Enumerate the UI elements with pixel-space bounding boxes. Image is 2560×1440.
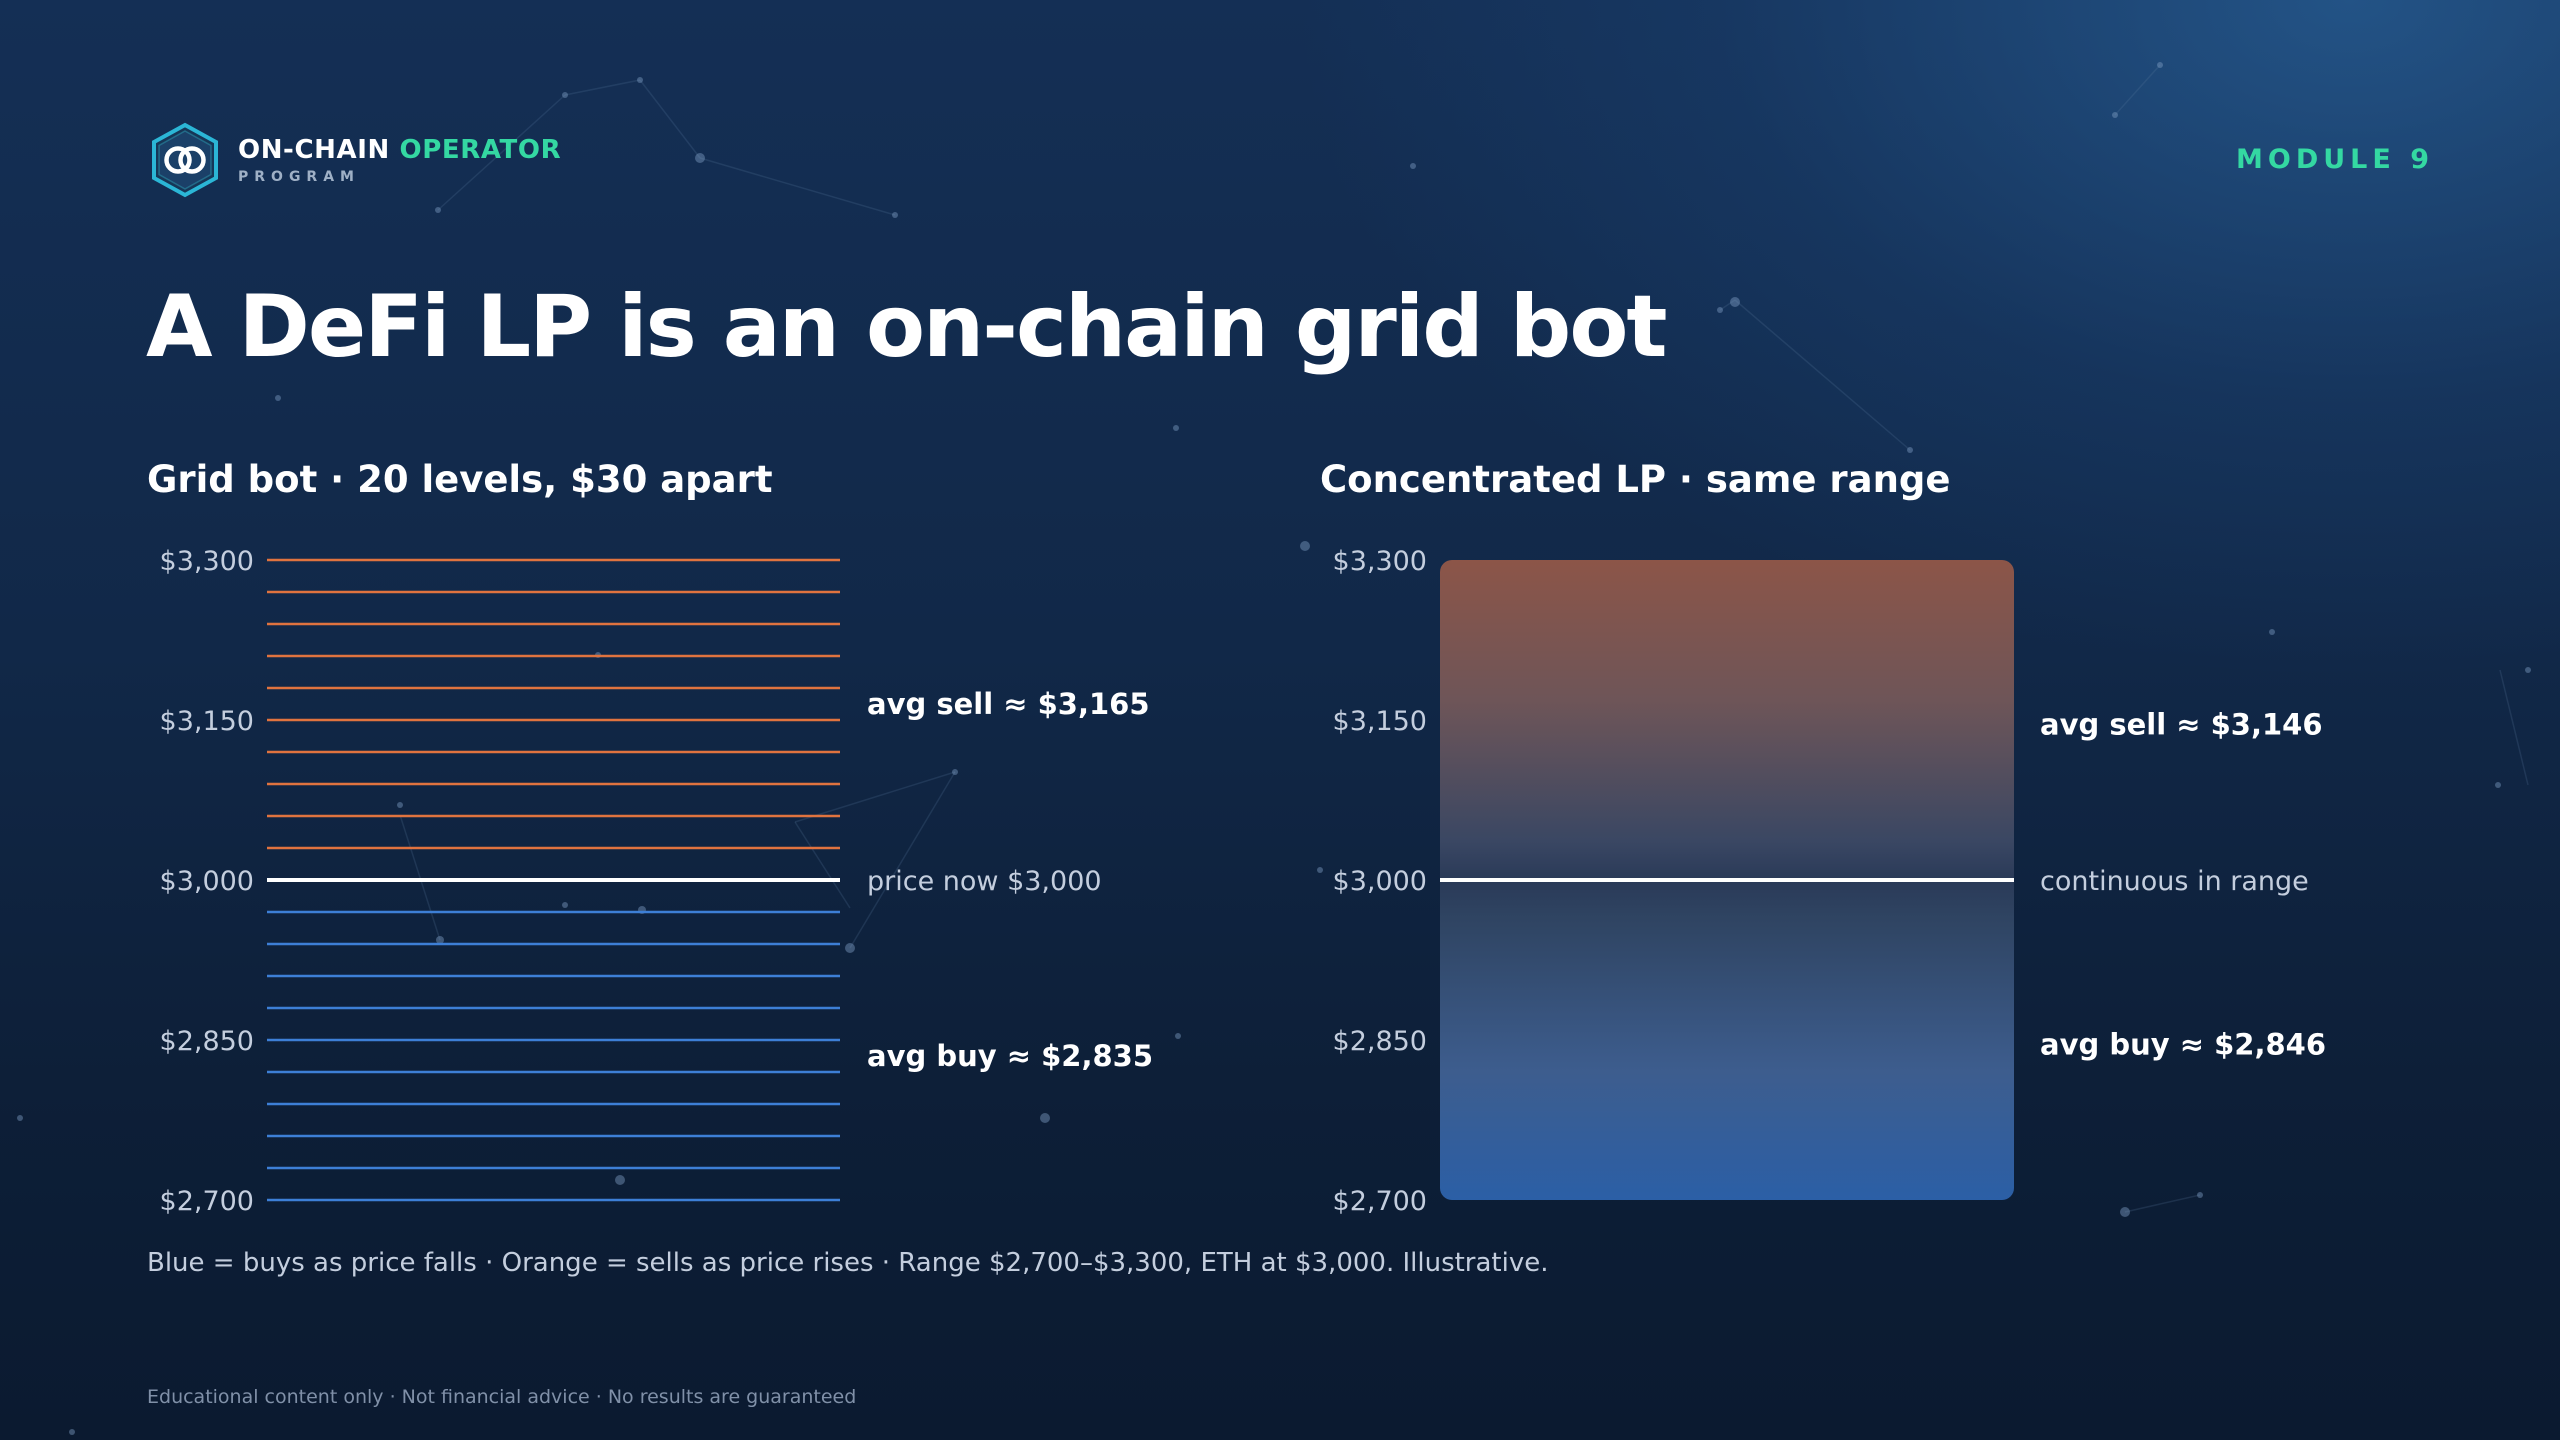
lp-y-axis-tick-label: $3,150 — [1333, 706, 1427, 737]
lp-annotation: avg sell ≈ $3,146 — [2040, 707, 2323, 741]
brand-name-primary: ON-CHAIN — [238, 135, 390, 165]
grid-bot-annotation: price now $3,000 — [867, 866, 1102, 897]
grid-bot-y-axis-tick-label: $3,300 — [160, 546, 254, 577]
brand-name-accent: OPERATOR — [399, 135, 562, 165]
grid-bot-annotation: avg buy ≈ $2,835 — [867, 1039, 1153, 1073]
grid-bot-y-axis-tick-label: $2,850 — [160, 1026, 254, 1057]
disclaimer-footer: Educational content only · Not financial… — [147, 1386, 857, 1408]
lp-annotation: avg buy ≈ $2,846 — [2040, 1027, 2326, 1061]
lp-annotation: continuous in range — [2040, 866, 2309, 897]
chart-caption: Blue = buys as price falls · Orange = se… — [147, 1248, 1549, 1278]
grid-bot-chart: $3,300 $3,150 $3,000 $2,850 $2,700 avg sell ≈… — [160, 546, 1154, 1217]
grid-bot-y-axis-tick-label: $2,700 — [160, 1186, 254, 1217]
hexagon-linked-rings-logo-icon — [152, 122, 218, 198]
concentrated-lp-chart: $3,300 $3,150 $3,000 $2,850 $2,700 avg sell ≈… — [1333, 546, 2327, 1217]
grid-bot-y-axis-tick-label: $3,000 — [160, 866, 254, 897]
grid-bot-annotation: avg sell ≈ $3,165 — [867, 687, 1150, 721]
brand: ON-CHAIN OPERATOR PROGRAM — [150, 122, 561, 198]
module-label: MODULE 9 — [2236, 144, 2434, 175]
brand-text: ON-CHAIN OPERATOR PROGRAM — [238, 135, 561, 185]
page-title: A DeFi LP is an on-chain grid bot — [146, 277, 1668, 377]
lp-y-axis-tick-label: $3,000 — [1333, 866, 1427, 897]
lp-y-axis-tick-label: $3,300 — [1333, 546, 1427, 577]
brand-subtitle: PROGRAM — [238, 169, 360, 185]
brand-name: ON-CHAIN OPERATOR — [238, 135, 561, 165]
lp-y-axis-tick-label: $2,700 — [1333, 1186, 1427, 1217]
lp-y-axis-tick-label: $2,850 — [1333, 1026, 1427, 1057]
lp-panel-title: Concentrated LP · same range — [1320, 458, 1951, 501]
grid-bot-panel-title: Grid bot · 20 levels, $30 apart — [147, 458, 773, 501]
grid-bot-y-axis-tick-label: $3,150 — [160, 706, 254, 737]
